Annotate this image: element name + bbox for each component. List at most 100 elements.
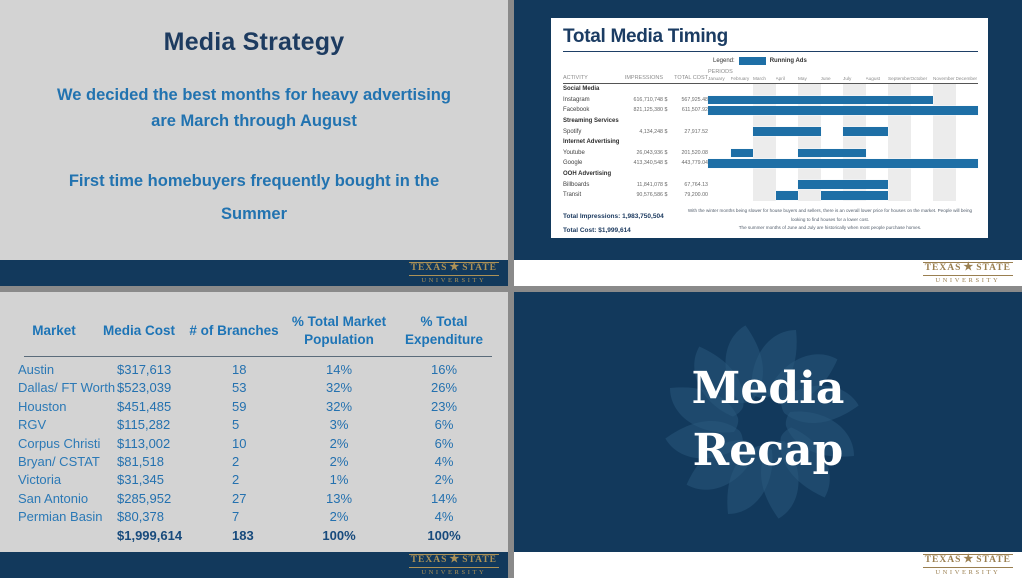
legend-swatch bbox=[738, 57, 766, 65]
strategy-paragraph-2: First time homebuyers frequently bought … bbox=[68, 171, 440, 223]
cost-value: 611,507.92 bbox=[681, 107, 708, 114]
cost-value: 27,917.52 bbox=[684, 128, 708, 135]
chart-legend: Legend: Running Ads bbox=[713, 57, 978, 65]
table-cell: Permian Basin bbox=[18, 509, 103, 525]
header-rule bbox=[24, 356, 492, 357]
table-cell: San Antonio bbox=[18, 490, 89, 506]
activity-label: Google bbox=[563, 160, 583, 167]
page-title: Media Strategy bbox=[163, 28, 345, 56]
table-cell: $115,282 bbox=[117, 417, 171, 433]
gantt-rows: Social Media Instagram 616,710,748 $567,925… bbox=[563, 84, 978, 201]
timeline-cell bbox=[708, 126, 978, 137]
table-cell: $317,613 bbox=[117, 362, 172, 377]
logo-university: UNIVERSITY bbox=[421, 277, 487, 284]
month-label: August bbox=[865, 76, 881, 81]
header-population: % Total Market Population bbox=[291, 313, 387, 347]
table-cell: 27 bbox=[232, 490, 247, 506]
table-cell: 6% bbox=[434, 435, 454, 451]
table-cell: 4% bbox=[434, 509, 454, 525]
impressions-value: 616,710,748 bbox=[633, 96, 663, 103]
table-total-row: $1,999,614 183 100% 100% bbox=[14, 527, 494, 545]
logo-university: UNIVERSITY bbox=[935, 569, 1001, 576]
gantt-section-row: Streaming Services bbox=[563, 116, 978, 127]
table-header-row: Market Media Cost # of Branches % Total … bbox=[14, 310, 494, 352]
month-labels: January February March April May June July Augu… bbox=[708, 76, 978, 81]
pinwheel-petal bbox=[780, 427, 830, 498]
header-expenditure: % Total Expenditure bbox=[404, 313, 483, 347]
col-periods: PERIODS bbox=[708, 69, 733, 75]
month-label: June bbox=[820, 76, 831, 81]
table-row: Permian Basin $80,378 7 2% 4% bbox=[14, 508, 494, 526]
month-label: May bbox=[798, 76, 807, 81]
table-cell: 2% bbox=[329, 435, 349, 451]
table-cell: Houston bbox=[18, 398, 67, 414]
month-label: November bbox=[933, 76, 955, 81]
table-cell: 14% bbox=[430, 490, 458, 506]
impressions-value: 26,043,936 bbox=[636, 149, 663, 156]
header-market: Market bbox=[32, 322, 76, 338]
currency-symbol: $ bbox=[664, 96, 668, 103]
legend-label: Legend: bbox=[713, 58, 735, 64]
table-cell: 26% bbox=[430, 380, 458, 396]
table-cell: 13% bbox=[325, 490, 353, 506]
timeline-cell bbox=[708, 105, 978, 116]
table-row: Victoria $31,345 2 1% 2% bbox=[14, 471, 494, 489]
table-cell: 32% bbox=[325, 380, 353, 396]
table-cell: Corpus Christi bbox=[18, 435, 101, 451]
running-ads-bar bbox=[843, 127, 888, 136]
slide-media-strategy: Media Strategy We decided the best month… bbox=[0, 0, 508, 286]
month-label: December bbox=[955, 76, 978, 81]
gantt-item-row: Billboards 11,841,078 $67,764.13 bbox=[563, 179, 978, 190]
cost-value: 567,925.48 bbox=[681, 96, 708, 103]
note-line-1: With the winter months being slower for … bbox=[687, 207, 973, 222]
table-cell: Bryan/ CSTAT bbox=[18, 454, 100, 470]
currency-symbol: $ bbox=[664, 192, 668, 199]
pinwheel-petal bbox=[694, 346, 744, 417]
running-ads-bar bbox=[708, 106, 978, 115]
header-media-cost: Media Cost bbox=[102, 322, 175, 338]
logo-state: STATE bbox=[976, 262, 1011, 273]
col-activity: ACTIVITY bbox=[563, 75, 588, 81]
gantt-chart-panel: Total Media Timing Legend: Running Ads A… bbox=[551, 18, 988, 238]
table-cell: $451,485 bbox=[117, 398, 172, 414]
table-row: Dallas/ FT Worth $523,039 53 32% 26% bbox=[14, 379, 494, 397]
gantt-item-row: Spotify 4,134,248 $27,917.52 bbox=[563, 126, 978, 137]
currency-symbol: $ bbox=[664, 149, 668, 156]
table-row: San Antonio $285,952 27 13% 14% bbox=[14, 490, 494, 508]
cost-value: 201,520.08 bbox=[681, 149, 708, 156]
activity-label: Facebook bbox=[563, 107, 590, 114]
impressions-value: 4,134,248 bbox=[639, 128, 663, 135]
logo-texas: TEXAS bbox=[410, 554, 448, 565]
table-cell: 14% bbox=[325, 362, 353, 377]
month-label: March bbox=[753, 76, 767, 81]
logo-texas: TEXAS bbox=[924, 554, 962, 565]
month-label: January bbox=[708, 76, 725, 81]
timeline-cell bbox=[708, 95, 978, 106]
table-cell: Victoria bbox=[18, 472, 62, 488]
activity-label: Youtube bbox=[563, 149, 585, 156]
logo-texas: TEXAS bbox=[410, 262, 448, 273]
table-cell: 100% bbox=[427, 527, 461, 543]
table-cell: 183 bbox=[232, 527, 254, 543]
running-ads-bar bbox=[798, 148, 866, 158]
impressions-value: 821,125,380 bbox=[633, 107, 663, 114]
timeline-cell bbox=[708, 158, 978, 169]
table-cell: 2% bbox=[329, 509, 349, 525]
table-cell: 10 bbox=[232, 435, 247, 451]
chart-title: Total Media Timing bbox=[563, 26, 978, 52]
running-ads-bar bbox=[730, 148, 753, 158]
total-cost: Total Cost: $1,999,614 bbox=[563, 227, 631, 235]
table-cell: 53 bbox=[232, 380, 247, 396]
activity-label: Social Media bbox=[563, 86, 600, 93]
month-label: October bbox=[910, 76, 928, 81]
currency-symbol: $ bbox=[664, 107, 668, 114]
table-cell: $113,002 bbox=[117, 435, 171, 451]
pinwheel-petal bbox=[767, 354, 838, 404]
header-branches: # of Branches bbox=[189, 322, 279, 338]
table-row: Bryan/ CSTAT $81,518 2 2% 4% bbox=[14, 453, 494, 471]
col-total-cost: TOTAL COST bbox=[674, 75, 708, 81]
logo-texas: TEXAS bbox=[924, 262, 962, 273]
strategy-paragraph-1: We decided the best months for heavy adv… bbox=[57, 86, 451, 131]
table-cell: 4% bbox=[434, 454, 454, 470]
